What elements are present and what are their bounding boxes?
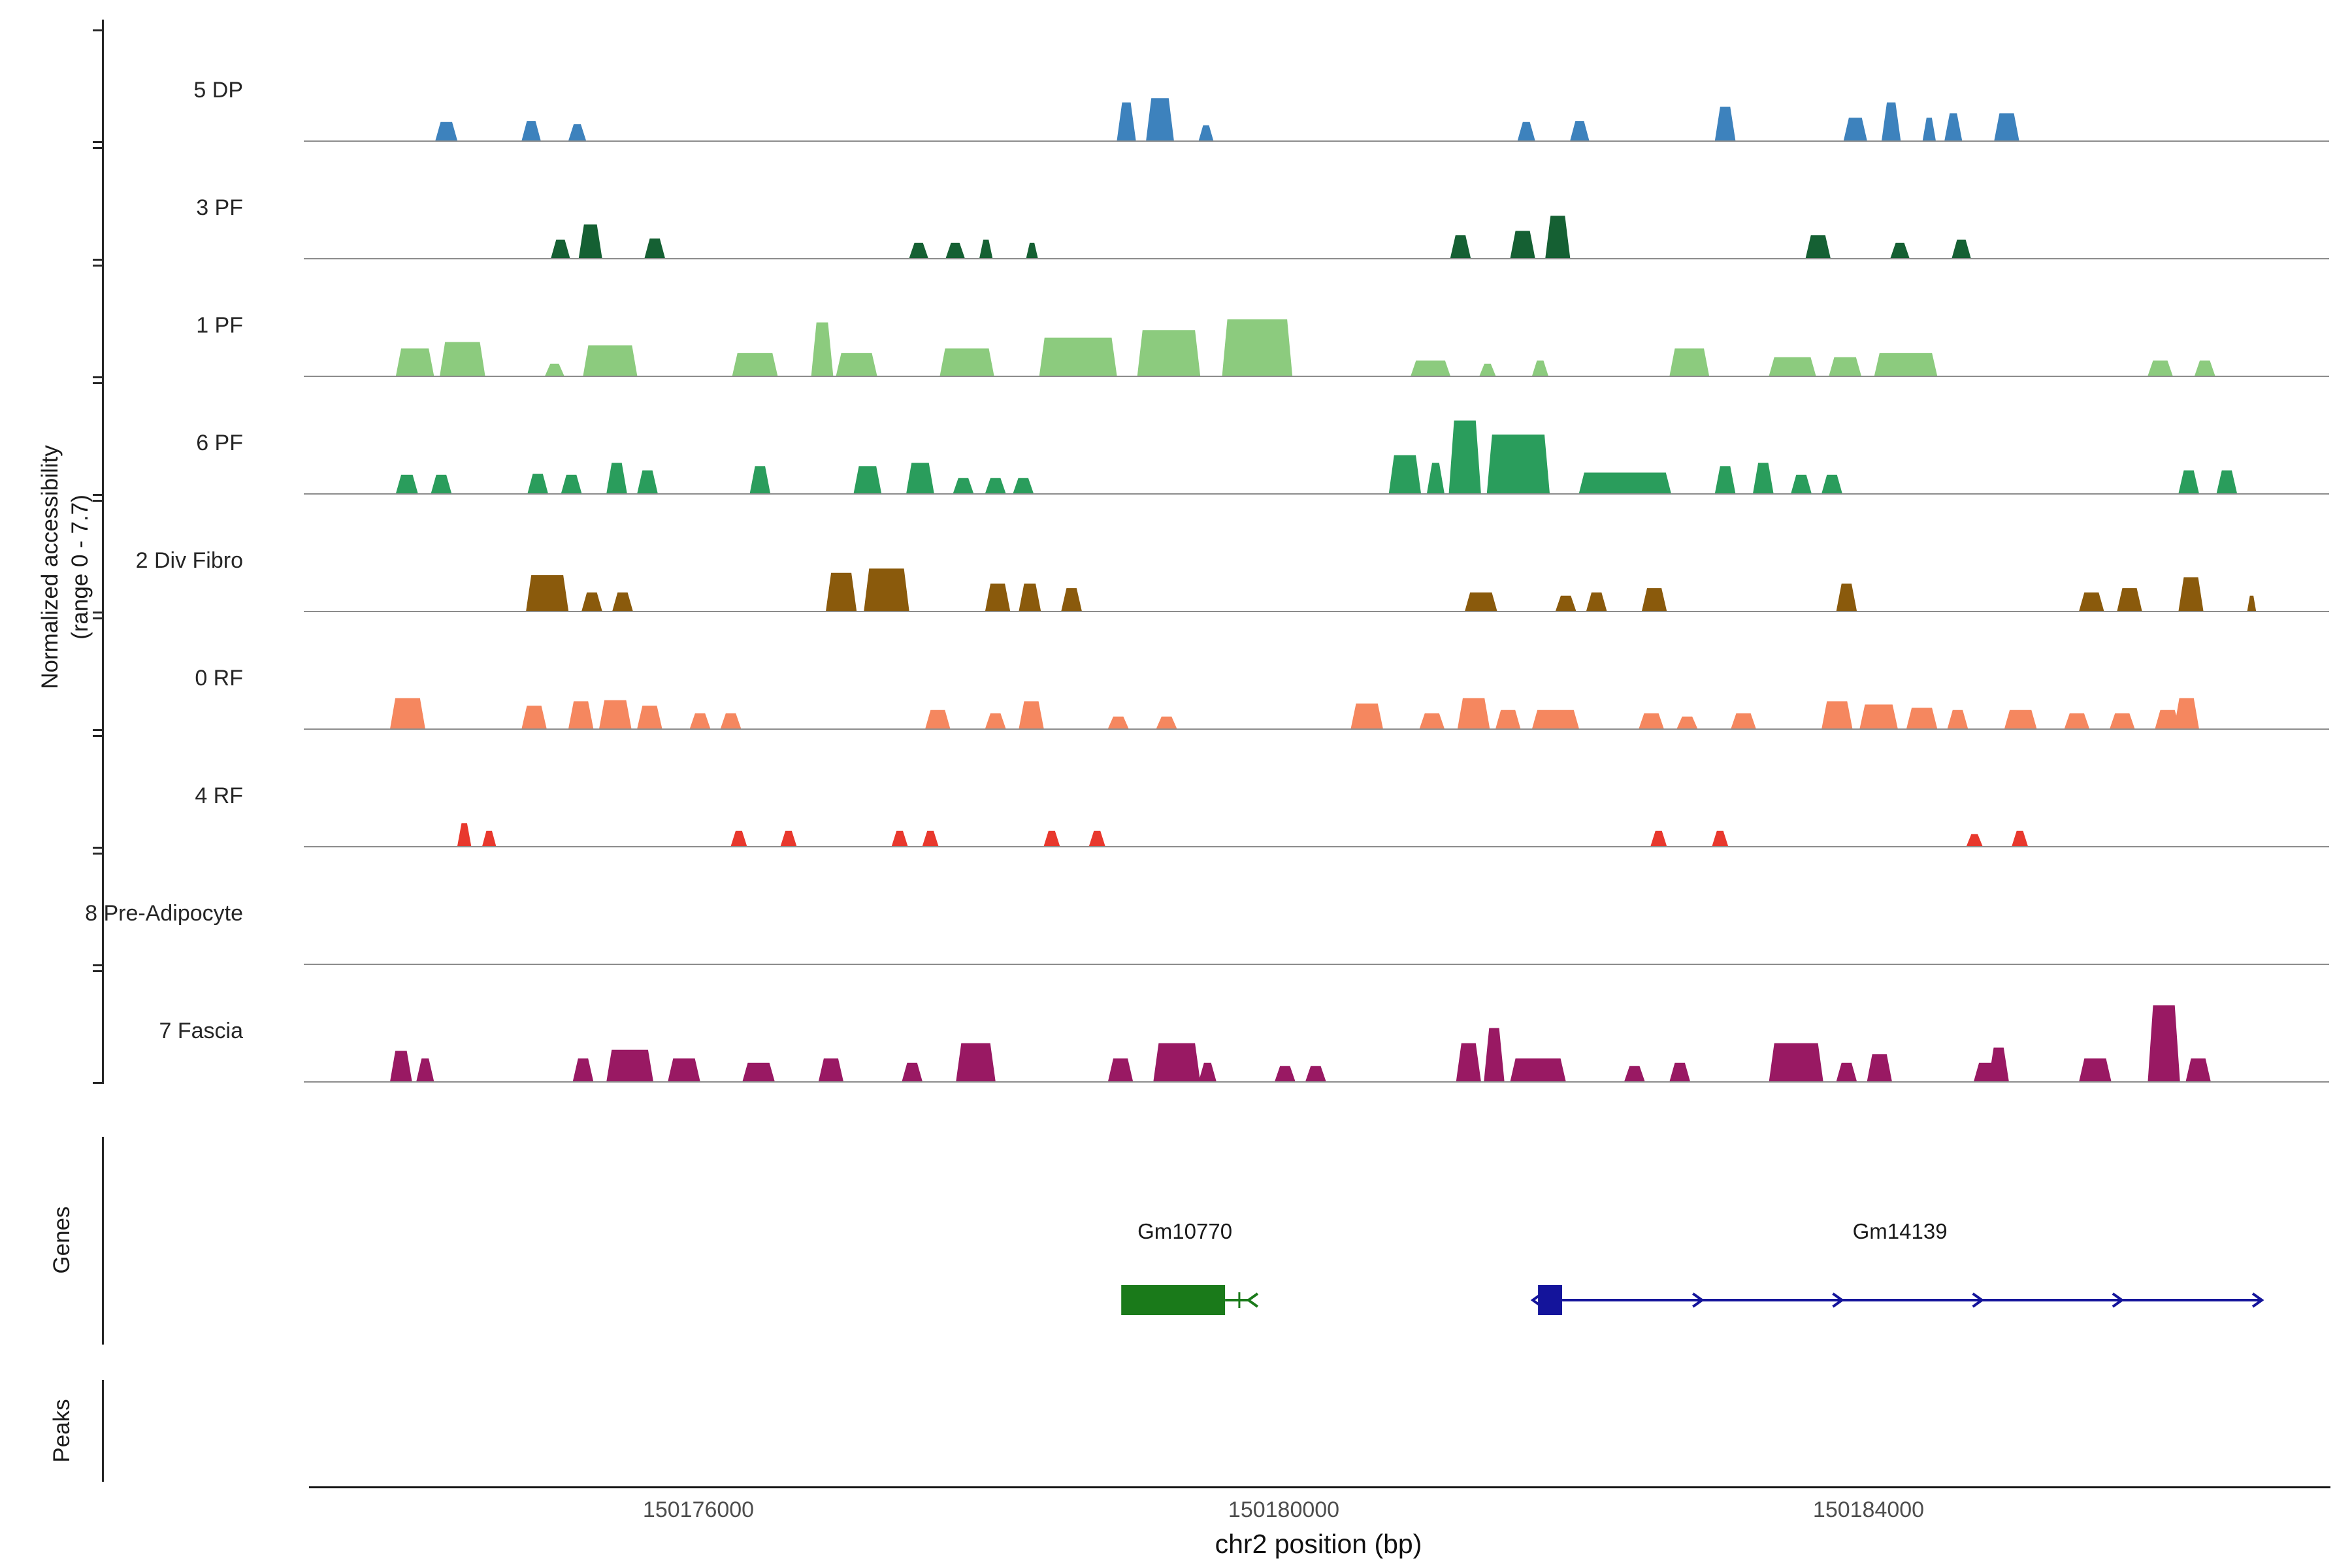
track-row-8preadipocyte: 8 Pre-Adipocyte — [0, 847, 2352, 965]
track-baseline — [304, 140, 2329, 142]
track-baseline — [304, 493, 2329, 495]
axis-tick — [93, 494, 103, 496]
track-row-4rf: 4 RF — [0, 730, 2352, 847]
gene-label: Gm10770 — [1137, 1219, 1232, 1243]
coverage-signal — [396, 319, 2215, 376]
gene-exon-box — [1538, 1285, 1562, 1315]
track-row-6pf: 6 PF — [0, 377, 2352, 495]
track-baseline — [304, 846, 2329, 847]
track-signal-7fascia — [390, 1005, 2211, 1081]
track-signal-1pf — [396, 319, 2215, 376]
coverage-signal — [396, 420, 2237, 493]
axis-tick — [93, 147, 103, 149]
gene-exon-box — [1121, 1285, 1226, 1315]
track-label: 0 RF — [195, 666, 243, 691]
axis-tick — [93, 612, 103, 613]
x-tick-label: 150180000 — [1228, 1497, 1340, 1522]
track-label: 2 Div Fibro — [135, 548, 243, 573]
track-label: 1 PF — [196, 313, 243, 338]
track-label: 6 PF — [196, 431, 243, 455]
axis-tick — [93, 259, 103, 261]
track-baseline — [304, 1081, 2329, 1083]
track-baseline — [304, 611, 2329, 612]
track-label: 3 PF — [196, 195, 243, 220]
track-signal-3pf — [551, 216, 1971, 258]
coverage-signal — [435, 98, 2019, 140]
axis-tick — [93, 500, 103, 502]
tracks-axis-line — [102, 20, 104, 1084]
axis-tick — [93, 141, 103, 143]
genes-section-label: Genes — [49, 1206, 74, 1274]
genes-axis-line — [102, 1137, 104, 1345]
peaks-section-label: Peaks — [49, 1399, 74, 1463]
axis-tick — [93, 853, 103, 855]
axis-tick — [93, 382, 103, 384]
axis-tick — [93, 847, 103, 849]
track-signal-5dp — [435, 98, 2019, 140]
track-label: 4 RF — [195, 783, 243, 808]
gene-label: Gm14139 — [1853, 1219, 1948, 1243]
x-axis-title: chr2 position (bp) — [1215, 1529, 1422, 1559]
track-label: 5 DP — [193, 78, 243, 103]
track-baseline — [304, 376, 2329, 377]
track-row-5dp: 5 DP — [0, 24, 2352, 142]
track-row-1pf: 1 PF — [0, 259, 2352, 377]
track-baseline — [304, 728, 2329, 730]
track-signal-6pf — [396, 420, 2237, 493]
genes-track: Gm10770 Gm14139 — [1121, 1219, 2264, 1315]
axis-tick — [93, 964, 103, 966]
track-label: 8 Pre-Adipocyte — [85, 901, 243, 926]
x-tick-label: 150184000 — [1812, 1497, 1925, 1522]
axis-tick — [93, 29, 103, 31]
track-baseline — [304, 258, 2329, 259]
coverage-signal — [390, 698, 2199, 728]
track-label: 7 Fascia — [159, 1019, 244, 1043]
peaks-axis-line — [102, 1380, 104, 1482]
axis-tick — [93, 729, 103, 731]
track-baseline — [304, 964, 2329, 965]
track-row-2divfibro: 2 Div Fibro — [0, 495, 2352, 612]
track-signal-0rf — [390, 698, 2199, 728]
track-row-7fascia: 7 Fascia — [0, 965, 2352, 1083]
coverage-signal — [526, 568, 2257, 611]
axis-tick — [93, 376, 103, 378]
coverage-signal — [551, 216, 1971, 258]
axis-tick — [93, 1082, 103, 1084]
track-row-0rf: 0 RF — [0, 612, 2352, 730]
x-axis-line — [309, 1486, 2330, 1488]
axis-tick — [93, 735, 103, 737]
tracks-area: 5 DP 3 PF 1 PF 6 PF 2 Div Fibro 0 RF — [0, 24, 2352, 1083]
track-signal-2divfibro — [526, 568, 2257, 611]
x-tick-label: 150176000 — [642, 1497, 755, 1522]
track-signal-8preadipocyte — [304, 879, 2329, 964]
coverage-signal — [457, 823, 2028, 846]
coverage-signal — [390, 1005, 2211, 1081]
axis-tick — [93, 265, 103, 267]
track-signal-4rf — [457, 823, 2028, 846]
axis-tick — [93, 970, 103, 972]
track-row-3pf: 3 PF — [0, 142, 2352, 259]
axis-tick — [93, 617, 103, 619]
